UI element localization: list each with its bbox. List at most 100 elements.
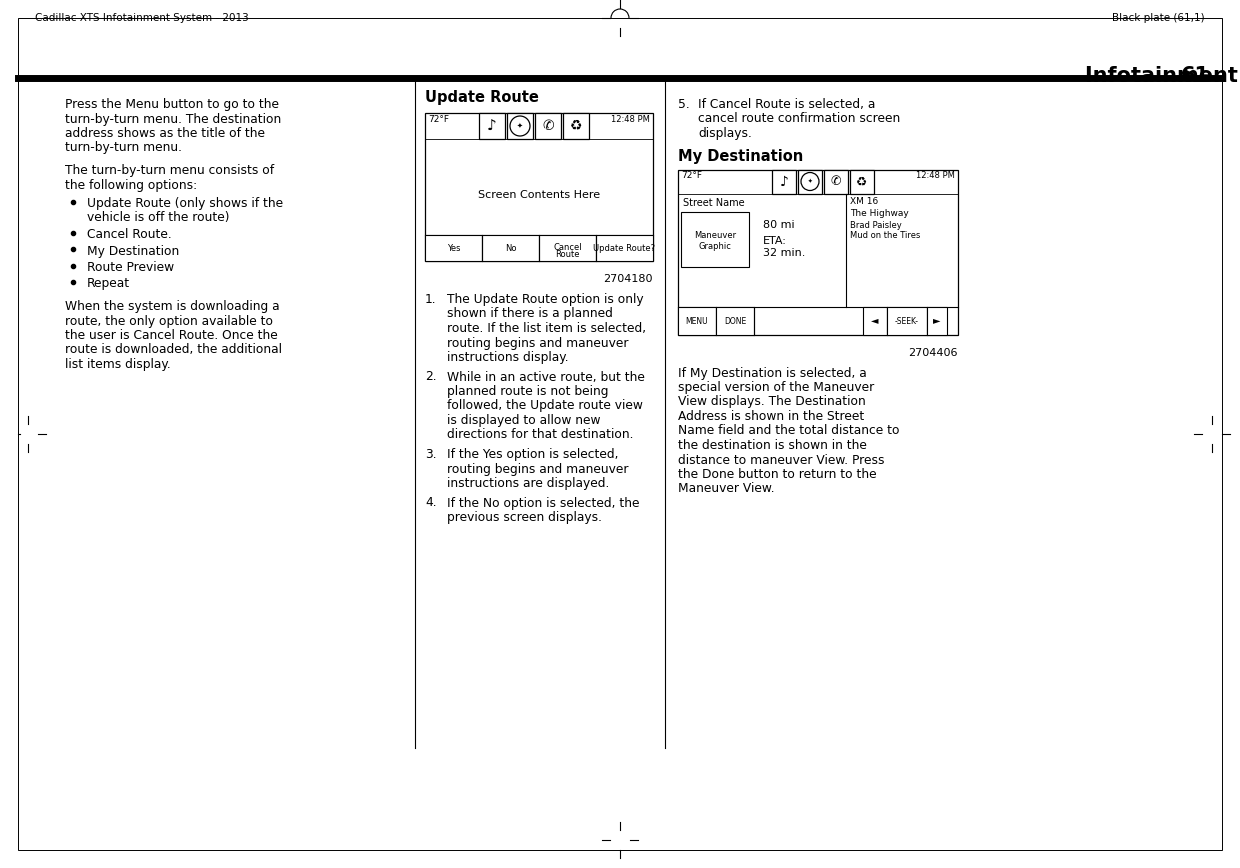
Bar: [928, 306, 947, 334]
Text: routing begins and maneuver: routing begins and maneuver: [446, 463, 629, 476]
Text: MENU: MENU: [686, 317, 708, 326]
Bar: [425, 113, 653, 261]
Text: Update Route: Update Route: [425, 90, 539, 105]
Bar: [563, 113, 589, 139]
Text: routing begins and maneuver: routing begins and maneuver: [446, 337, 629, 350]
Text: Cancel Route.: Cancel Route.: [87, 228, 172, 241]
Bar: [596, 235, 653, 261]
Text: While in an active route, but the: While in an active route, but the: [446, 371, 645, 384]
Text: previous screen displays.: previous screen displays.: [446, 511, 601, 524]
Text: the user is Cancel Route. Once the: the user is Cancel Route. Once the: [64, 329, 278, 342]
Text: Maneuver
Graphic: Maneuver Graphic: [694, 231, 737, 251]
Text: ►: ►: [934, 315, 941, 326]
Text: 72°F: 72°F: [428, 115, 449, 124]
Bar: [863, 306, 887, 334]
Text: ♪: ♪: [487, 119, 497, 134]
Text: Maneuver View.: Maneuver View.: [678, 483, 775, 496]
Text: The Update Route option is only: The Update Route option is only: [446, 293, 644, 306]
Text: -SEEK-: -SEEK-: [895, 317, 919, 326]
Text: 61: 61: [1180, 66, 1210, 86]
Bar: [534, 113, 560, 139]
Text: No: No: [505, 244, 516, 253]
Text: planned route is not being: planned route is not being: [446, 385, 609, 398]
Text: distance to maneuver View. Press: distance to maneuver View. Press: [678, 453, 884, 466]
Text: The turn-by-turn menu consists of: The turn-by-turn menu consists of: [64, 164, 274, 177]
Text: Route: Route: [556, 250, 580, 259]
Bar: [678, 306, 715, 334]
Text: XM 16: XM 16: [849, 198, 878, 207]
Text: displays.: displays.: [698, 127, 751, 140]
Text: 3.: 3.: [425, 448, 436, 461]
Bar: [681, 212, 749, 266]
Text: If Cancel Route is selected, a: If Cancel Route is selected, a: [698, 98, 875, 111]
Text: ETA:: ETA:: [763, 235, 787, 246]
Text: turn-by-turn menu. The destination: turn-by-turn menu. The destination: [64, 113, 281, 126]
Text: The Highway: The Highway: [849, 209, 909, 219]
Text: the destination is shown in the: the destination is shown in the: [678, 439, 867, 452]
Text: ✦: ✦: [807, 179, 812, 184]
Text: address shows as the title of the: address shows as the title of the: [64, 127, 265, 140]
Text: View displays. The Destination: View displays. The Destination: [678, 396, 866, 409]
Text: ♻: ♻: [569, 119, 583, 133]
Text: If My Destination is selected, a: If My Destination is selected, a: [678, 366, 867, 379]
Text: My Destination: My Destination: [87, 245, 180, 258]
Text: 12:48 PM: 12:48 PM: [916, 172, 955, 181]
Text: 1.: 1.: [425, 293, 436, 306]
Text: 80 mi: 80 mi: [763, 220, 795, 229]
Text: Brad Paisley: Brad Paisley: [849, 220, 901, 229]
Text: Cadillac XTS Infotainment System - 2013: Cadillac XTS Infotainment System - 2013: [35, 13, 249, 23]
Text: 72°F: 72°F: [681, 172, 702, 181]
Text: turn-by-turn menu.: turn-by-turn menu.: [64, 141, 182, 155]
Text: Yes: Yes: [446, 244, 460, 253]
Text: route, the only option available to: route, the only option available to: [64, 314, 273, 327]
Text: Screen Contents Here: Screen Contents Here: [477, 190, 600, 200]
Text: ✆: ✆: [542, 119, 554, 133]
Text: list items display.: list items display.: [64, 358, 171, 371]
Text: 2704180: 2704180: [604, 274, 653, 284]
Text: Address is shown in the Street: Address is shown in the Street: [678, 410, 864, 423]
Text: special version of the Maneuver: special version of the Maneuver: [678, 381, 874, 394]
Text: Black plate (61,1): Black plate (61,1): [1112, 13, 1205, 23]
Text: Update Route?: Update Route?: [594, 244, 656, 253]
Text: ◄: ◄: [872, 315, 879, 326]
Text: vehicle is off the route): vehicle is off the route): [87, 212, 229, 225]
Text: instructions are displayed.: instructions are displayed.: [446, 477, 609, 490]
Bar: [887, 306, 928, 334]
Bar: [479, 113, 505, 139]
Text: When the system is downloading a: When the system is downloading a: [64, 300, 280, 313]
Text: Infotainment System: Infotainment System: [1085, 66, 1240, 86]
Text: Update Route (only shows if the: Update Route (only shows if the: [87, 197, 283, 210]
Bar: [825, 169, 848, 194]
Text: Repeat: Repeat: [87, 278, 130, 291]
Text: route. If the list item is selected,: route. If the list item is selected,: [446, 322, 646, 335]
Bar: [715, 306, 754, 334]
Text: route is downloaded, the additional: route is downloaded, the additional: [64, 344, 281, 357]
Text: ♻: ♻: [857, 175, 868, 188]
Text: 2704406: 2704406: [909, 347, 959, 358]
Text: My Destination: My Destination: [678, 149, 804, 165]
Text: 12:48 PM: 12:48 PM: [611, 115, 650, 124]
Text: ✆: ✆: [831, 175, 841, 188]
Text: 32 min.: 32 min.: [763, 247, 805, 258]
Bar: [539, 235, 596, 261]
Text: Mud on the Tires: Mud on the Tires: [849, 231, 920, 240]
Text: cancel route confirmation screen: cancel route confirmation screen: [698, 113, 900, 126]
Bar: [425, 235, 482, 261]
Bar: [849, 169, 874, 194]
Bar: [799, 169, 822, 194]
Text: shown if there is a planned: shown if there is a planned: [446, 307, 613, 320]
Text: instructions display.: instructions display.: [446, 351, 569, 364]
Text: directions for that destination.: directions for that destination.: [446, 429, 634, 442]
Text: Street Name: Street Name: [683, 198, 745, 207]
Text: ✦: ✦: [517, 123, 523, 129]
Text: Press the Menu button to go to the: Press the Menu button to go to the: [64, 98, 279, 111]
Text: Name field and the total distance to: Name field and the total distance to: [678, 424, 899, 437]
Bar: [507, 113, 533, 139]
Text: the following options:: the following options:: [64, 179, 197, 192]
Bar: [678, 169, 959, 334]
Text: 5.: 5.: [678, 98, 689, 111]
Text: 4.: 4.: [425, 496, 436, 510]
Text: If the Yes option is selected,: If the Yes option is selected,: [446, 448, 619, 461]
Text: If the No option is selected, the: If the No option is selected, the: [446, 496, 640, 510]
Text: followed, the Update route view: followed, the Update route view: [446, 399, 642, 412]
